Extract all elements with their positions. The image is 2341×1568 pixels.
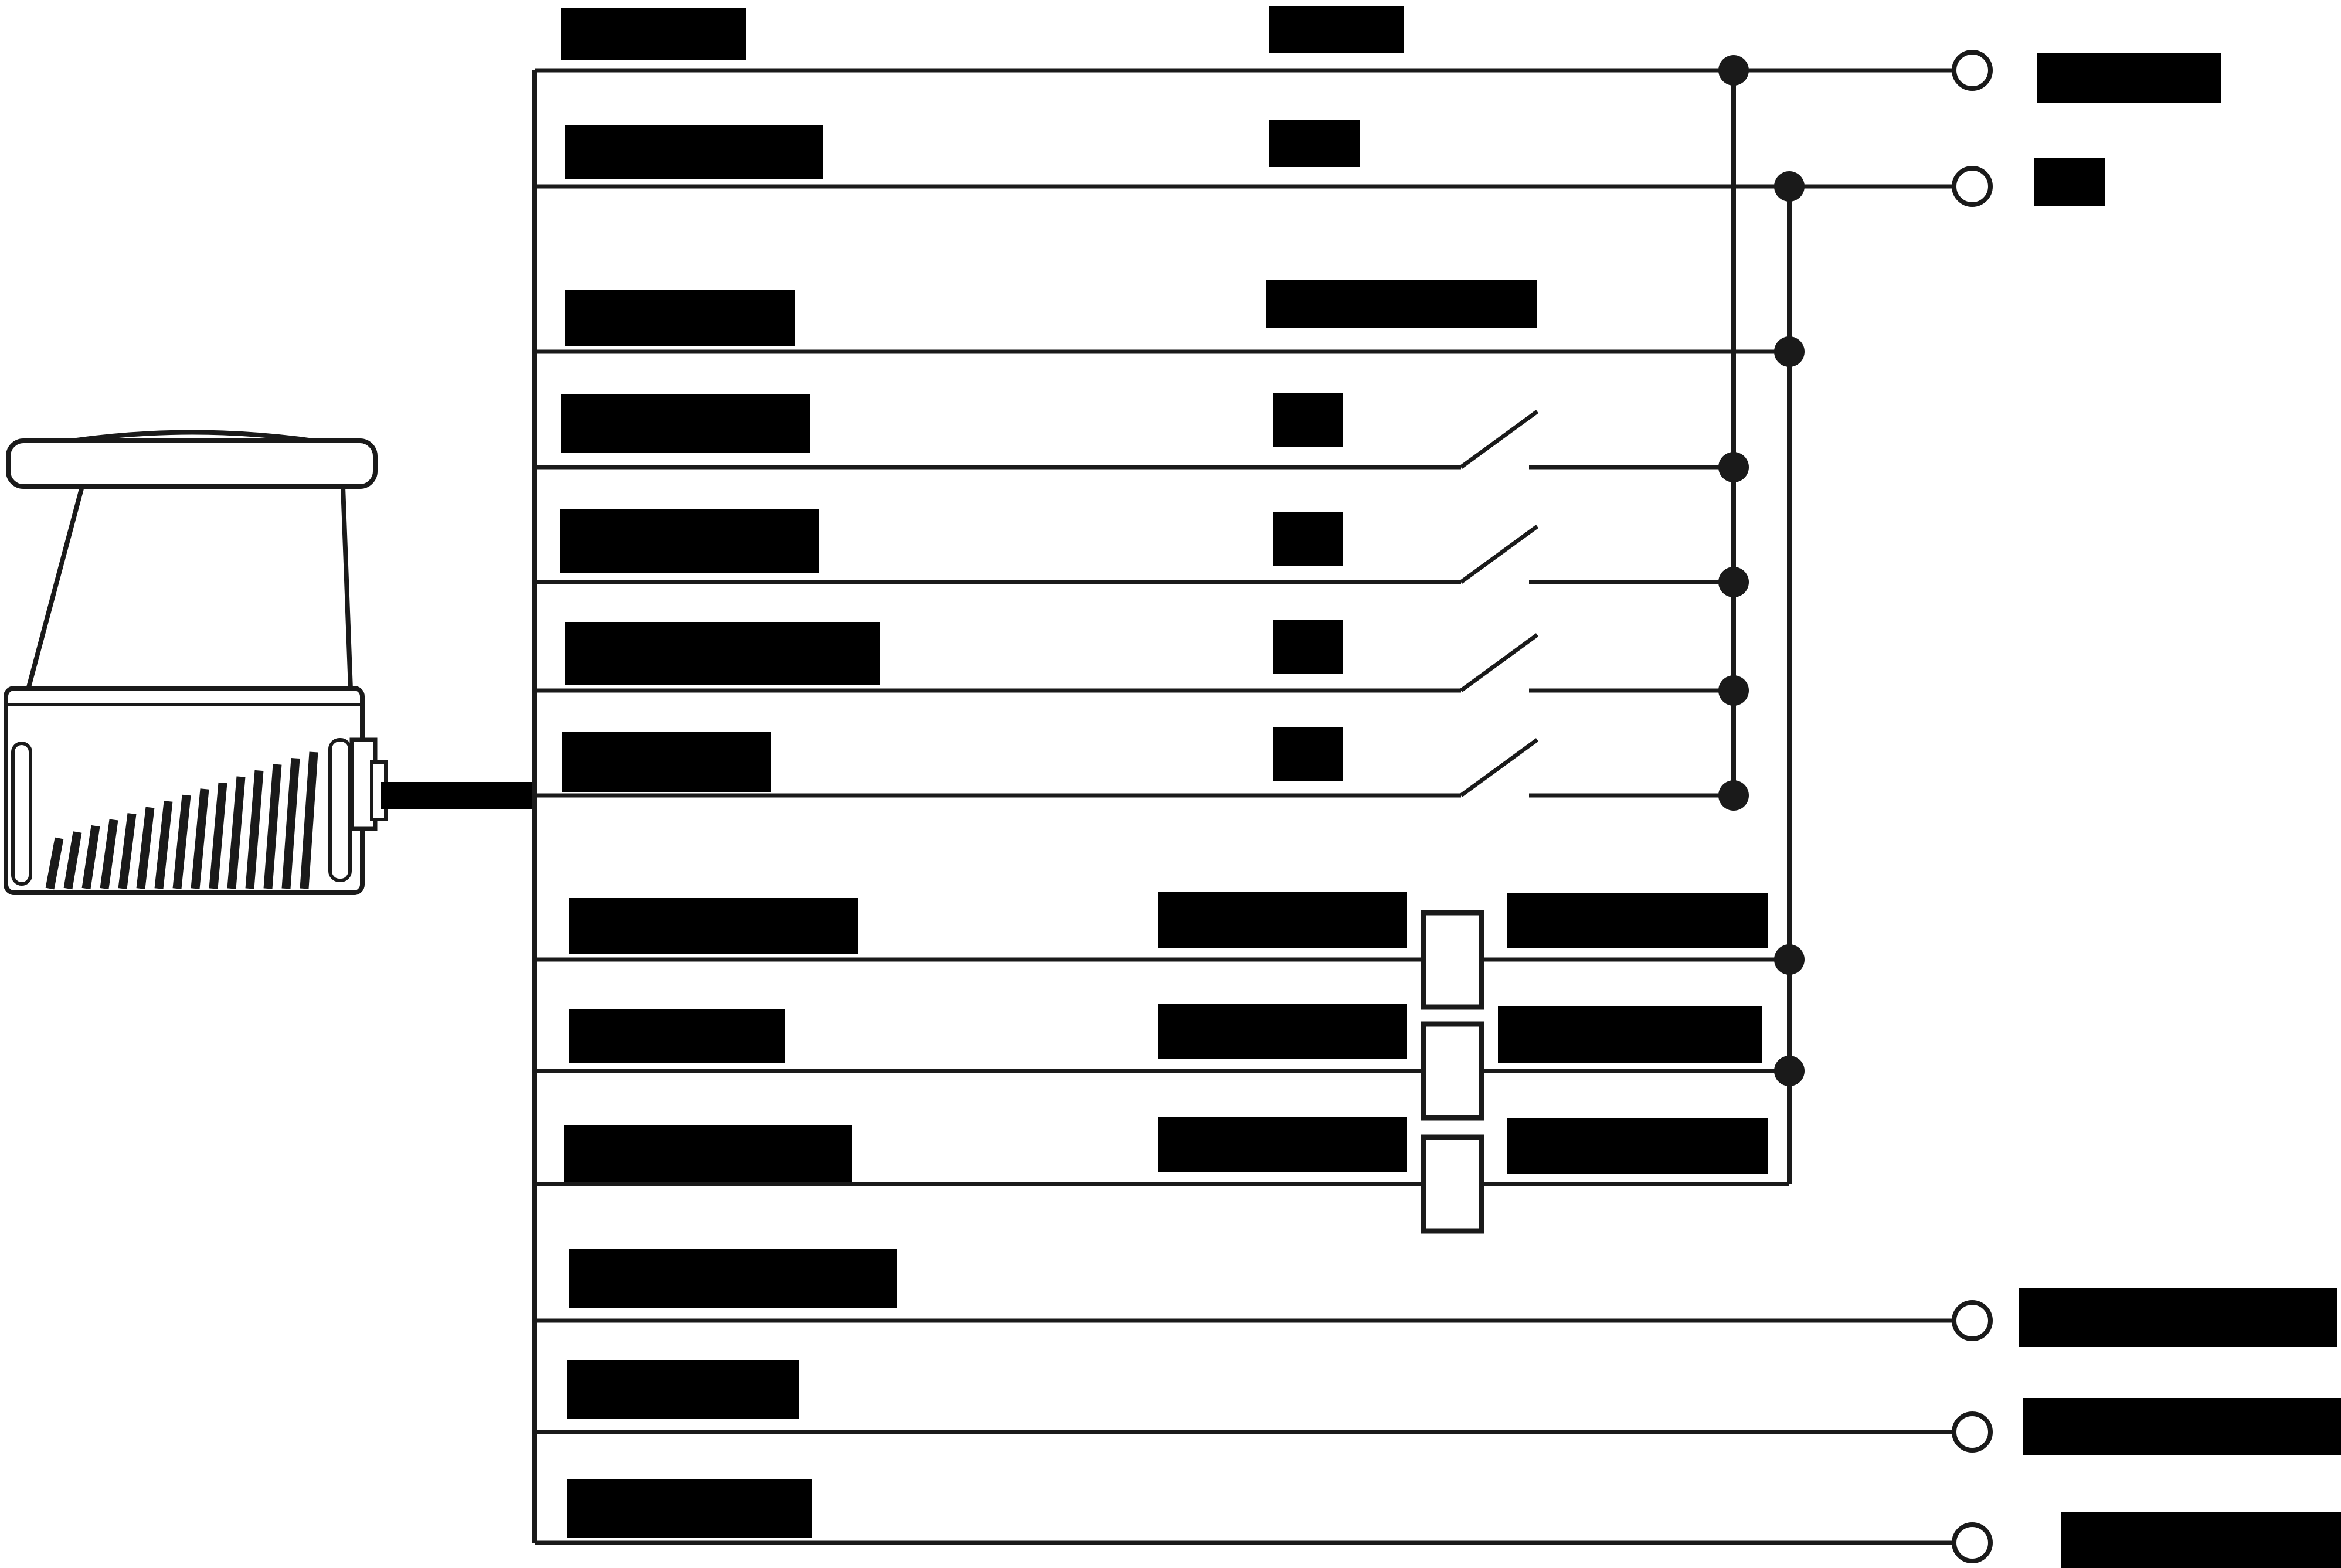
redacted-label-row11-left xyxy=(569,1249,897,1308)
grille-stripe xyxy=(63,831,82,890)
grille-stripe xyxy=(281,757,300,889)
grille-stripe xyxy=(227,776,246,889)
switch-lever-row6 xyxy=(1459,633,1539,692)
switch-lever-row5 xyxy=(1459,525,1539,584)
redacted-label-row8-mid-right xyxy=(1507,893,1768,948)
junction-dot-row8 xyxy=(1774,944,1805,975)
terminating-resistor-1 xyxy=(1421,910,1484,1010)
scanner-cap xyxy=(6,438,378,489)
redacted-label-row13-left xyxy=(567,1479,812,1538)
grille-stripe xyxy=(172,794,191,889)
redacted-label-row3-mid xyxy=(1266,280,1537,328)
redacted-label-row13-right xyxy=(2061,1512,2341,1568)
terminal-ring-row2 xyxy=(1952,166,1993,207)
redacted-label-row10-mid-left xyxy=(1158,1117,1407,1172)
redacted-label-row6-left xyxy=(565,622,880,685)
grille-stripe xyxy=(154,801,173,889)
redacted-label-row2-left xyxy=(565,125,823,179)
grille-stripe xyxy=(263,764,282,889)
junction-dot-row3 xyxy=(1774,336,1805,367)
junction-dot-row6 xyxy=(1718,675,1749,706)
redacted-label-row9-mid-right xyxy=(1498,1006,1762,1063)
terminal-ring-row13 xyxy=(1952,1522,1993,1563)
device-cable xyxy=(381,782,536,809)
redacted-label-row7-mid xyxy=(1273,727,1343,781)
redacted-label-row8-mid-left xyxy=(1158,892,1407,948)
redacted-label-row2-mid xyxy=(1269,120,1360,167)
scanner-side-slot-right xyxy=(328,738,352,882)
junction-dot-row4 xyxy=(1718,452,1749,482)
redacted-label-row1-mid xyxy=(1269,6,1404,53)
scanner-body xyxy=(25,484,354,692)
redacted-label-row4-mid xyxy=(1273,393,1343,447)
junction-dot-row5 xyxy=(1718,567,1749,597)
grille-stripe xyxy=(191,788,209,889)
redacted-label-row2-right xyxy=(2034,158,2105,206)
grille-stripe xyxy=(245,770,264,889)
terminating-resistor-2 xyxy=(1421,1021,1484,1121)
junction-dot-row1 xyxy=(1718,55,1749,86)
redacted-label-row5-left xyxy=(560,509,819,573)
switch-lever-row4 xyxy=(1459,410,1539,469)
grille-stripe xyxy=(136,807,155,889)
redacted-label-row3-left xyxy=(565,290,795,346)
grille-stripe xyxy=(300,751,318,889)
scanner-side-slot-left xyxy=(11,742,32,886)
redacted-label-row6-mid xyxy=(1273,620,1343,674)
terminating-resistor-3 xyxy=(1421,1134,1484,1234)
redacted-label-row9-left xyxy=(569,1009,785,1063)
redacted-label-row9-mid-left xyxy=(1158,1004,1407,1059)
redacted-label-row5-mid xyxy=(1273,512,1343,566)
terminal-ring-row1 xyxy=(1952,50,1993,91)
redacted-label-row1-left xyxy=(561,8,746,60)
grille-stripe xyxy=(118,813,137,889)
redacted-label-row1-right xyxy=(2037,53,2221,103)
redacted-label-row12-left xyxy=(567,1360,799,1419)
redacted-label-row8-left xyxy=(569,898,858,954)
grille-stripe xyxy=(209,782,227,889)
terminal-ring-row12 xyxy=(1952,1411,1993,1453)
junction-dot-row9 xyxy=(1774,1056,1805,1086)
redacted-label-row10-mid-right xyxy=(1507,1118,1768,1174)
redacted-label-row11-right xyxy=(2019,1288,2337,1347)
switch-lever-row7 xyxy=(1459,738,1539,797)
terminal-ring-row11 xyxy=(1952,1300,1993,1341)
redacted-label-row7-left xyxy=(562,732,771,792)
redacted-label-row12-right xyxy=(2023,1398,2341,1455)
redacted-label-row4-left xyxy=(561,394,810,453)
grille-stripe xyxy=(45,837,64,890)
junction-dot-row7 xyxy=(1718,780,1749,811)
redacted-label-row10-left xyxy=(564,1125,852,1182)
junction-dot-row2 xyxy=(1774,171,1805,202)
grille-stripe xyxy=(100,819,118,890)
grille-stripe xyxy=(81,825,100,890)
